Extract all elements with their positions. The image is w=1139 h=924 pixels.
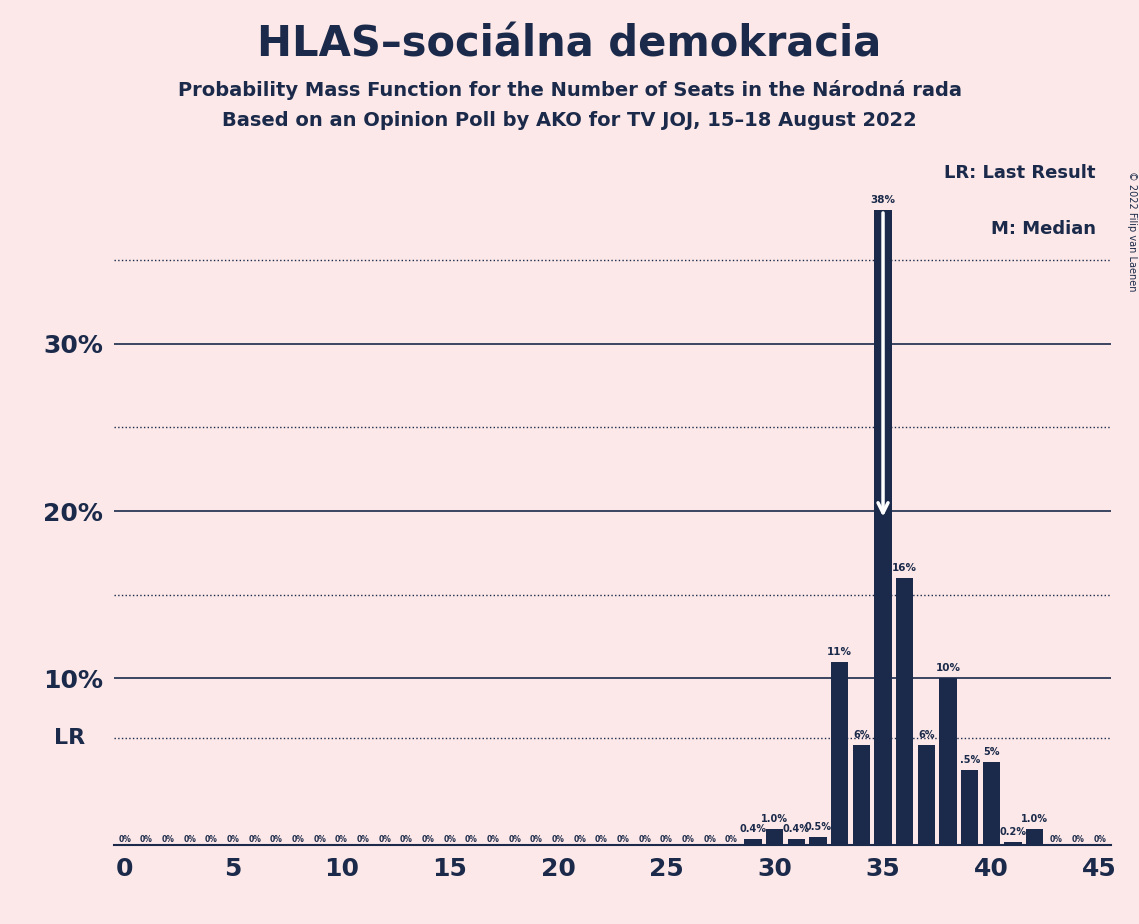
Text: 10%: 10%: [935, 663, 960, 674]
Bar: [896, 578, 913, 845]
Text: Based on an Opinion Poll by AKO for TV JOJ, 15–18 August 2022: Based on an Opinion Poll by AKO for TV J…: [222, 111, 917, 130]
Text: 0%: 0%: [443, 834, 456, 844]
Text: 11%: 11%: [827, 647, 852, 657]
Bar: [961, 771, 978, 845]
Bar: [853, 745, 870, 845]
Bar: [767, 829, 784, 845]
Bar: [983, 762, 1000, 845]
Text: HLAS–sociálna demokracia: HLAS–sociálna demokracia: [257, 23, 882, 65]
Text: 0%: 0%: [205, 834, 218, 844]
Text: 0%: 0%: [703, 834, 716, 844]
Text: 0%: 0%: [724, 834, 738, 844]
Text: 0%: 0%: [313, 834, 326, 844]
Text: 5%: 5%: [983, 747, 1000, 757]
Text: 0.2%: 0.2%: [1000, 827, 1026, 837]
Bar: [940, 678, 957, 845]
Text: 0%: 0%: [595, 834, 608, 844]
Text: 0%: 0%: [227, 834, 239, 844]
Text: 0%: 0%: [508, 834, 522, 844]
Text: 0%: 0%: [573, 834, 587, 844]
Text: 38%: 38%: [870, 195, 895, 205]
Text: 1.0%: 1.0%: [1022, 814, 1048, 823]
Text: 0%: 0%: [551, 834, 565, 844]
Text: 0%: 0%: [378, 834, 391, 844]
Text: 0%: 0%: [357, 834, 369, 844]
Text: 0%: 0%: [1093, 834, 1106, 844]
Text: 0%: 0%: [248, 834, 261, 844]
Text: 0.4%: 0.4%: [782, 824, 810, 833]
Text: 0%: 0%: [162, 834, 174, 844]
Text: 0%: 0%: [421, 834, 434, 844]
Text: 0%: 0%: [1050, 834, 1063, 844]
Bar: [788, 839, 805, 845]
Bar: [831, 662, 849, 845]
Text: 0%: 0%: [183, 834, 196, 844]
Text: 0%: 0%: [486, 834, 500, 844]
Text: 16%: 16%: [892, 563, 917, 573]
Text: 0%: 0%: [335, 834, 347, 844]
Bar: [875, 210, 892, 845]
Text: © 2022 Filip van Laenen: © 2022 Filip van Laenen: [1126, 171, 1137, 291]
Text: 0%: 0%: [465, 834, 478, 844]
Bar: [810, 837, 827, 845]
Text: 0.5%: 0.5%: [804, 822, 831, 833]
Text: 6%: 6%: [853, 730, 869, 740]
Bar: [1005, 842, 1022, 845]
Text: 0%: 0%: [140, 834, 153, 844]
Text: 0%: 0%: [638, 834, 652, 844]
Text: Probability Mass Function for the Number of Seats in the Národná rada: Probability Mass Function for the Number…: [178, 80, 961, 101]
Text: LR: Last Result: LR: Last Result: [944, 164, 1096, 182]
Text: 0%: 0%: [530, 834, 543, 844]
Bar: [1026, 829, 1043, 845]
Text: 1.0%: 1.0%: [761, 814, 788, 823]
Text: 0%: 0%: [616, 834, 630, 844]
Text: 0%: 0%: [659, 834, 673, 844]
Text: M: Median: M: Median: [991, 221, 1096, 238]
Text: 0.4%: 0.4%: [739, 824, 767, 833]
Text: 0%: 0%: [1072, 834, 1084, 844]
Text: 0%: 0%: [400, 834, 412, 844]
Text: 0%: 0%: [118, 834, 131, 844]
Bar: [745, 839, 762, 845]
Text: LR: LR: [55, 728, 85, 748]
Text: 0%: 0%: [681, 834, 695, 844]
Text: 6%: 6%: [918, 730, 935, 740]
Text: 0%: 0%: [270, 834, 282, 844]
Text: .5%: .5%: [959, 755, 980, 765]
Bar: [918, 745, 935, 845]
Text: 0%: 0%: [292, 834, 304, 844]
